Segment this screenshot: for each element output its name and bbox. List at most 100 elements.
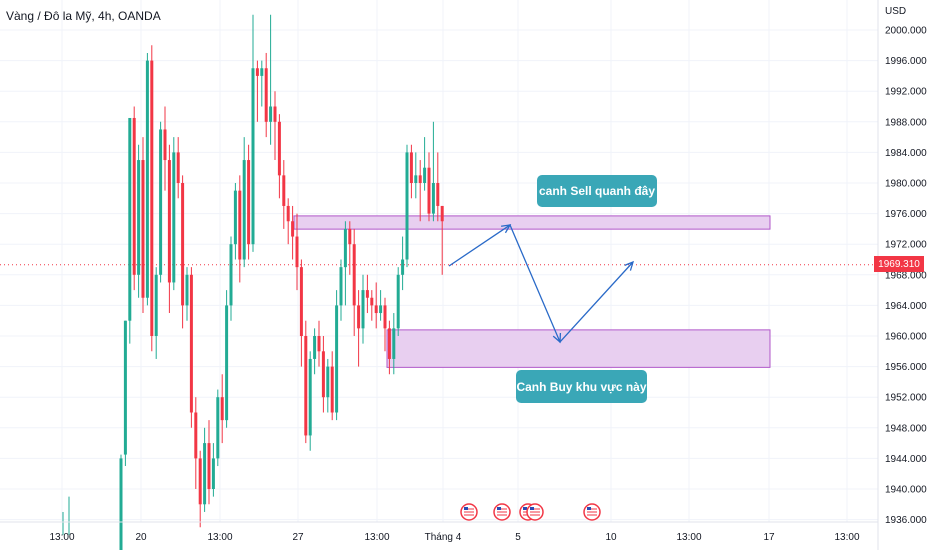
time-tick-label: 5 (515, 532, 521, 543)
arrow-head-up-2 (624, 260, 635, 271)
candle-body (436, 183, 440, 206)
candle-body (313, 336, 317, 359)
candle (295, 213, 299, 291)
price-tick-label: 1984.000 (885, 148, 927, 159)
buy-annotation[interactable]: Canh Buy khu vực này (516, 370, 647, 403)
candle-body (427, 167, 431, 214)
candle-body (216, 397, 220, 459)
sell-zone (293, 215, 771, 230)
candle-body (181, 183, 185, 306)
candle (203, 427, 207, 512)
candle-body (229, 244, 233, 306)
candle-body (291, 221, 295, 237)
time-axis[interactable]: 13:00 20 13:00 27 13:00 Tháng 4 5 10 13:00 17 13:0… (0, 521, 878, 543)
candle-body (343, 228, 347, 268)
candle-body (255, 68, 259, 76)
candle-body (159, 129, 163, 275)
price-tick-label: 2000.000 (885, 26, 927, 37)
price-axis[interactable]: 2000.000 1996.000 1992.000 1988.000 1984.000… (877, 0, 932, 550)
candle-body (330, 366, 334, 413)
chart-grid (0, 0, 878, 522)
currency-label: USD (885, 6, 907, 17)
candle (269, 14, 273, 145)
candle-body (273, 106, 277, 122)
candle-body (247, 160, 251, 245)
price-tick-label: 1976.000 (885, 209, 927, 220)
candle (321, 336, 325, 413)
candle (128, 117, 132, 344)
candle-body (154, 274, 158, 336)
candle-body (207, 443, 211, 489)
candle-body (137, 160, 141, 275)
candle (313, 328, 317, 375)
candle (326, 358, 330, 413)
candle (361, 274, 365, 344)
candle-body (194, 412, 198, 459)
candle-body (141, 160, 145, 298)
candle (383, 297, 387, 352)
candle (264, 52, 268, 138)
candle-body (163, 129, 167, 161)
candle-body (277, 121, 281, 176)
candle (335, 290, 339, 421)
candle (216, 389, 220, 467)
us-event-icon[interactable] (526, 503, 544, 521)
candle-body (396, 274, 400, 329)
arrow-head-down (552, 332, 562, 344)
price-tick-label: 1948.000 (885, 423, 927, 434)
candle-body (339, 267, 343, 306)
candle-body (295, 236, 299, 268)
current-price-tag: 1969.310 (874, 256, 924, 272)
price-tick-label: 1956.000 (885, 362, 927, 373)
candle (379, 290, 383, 321)
sell-annotation[interactable]: canh Sell quanh đây (537, 175, 657, 207)
candle (189, 267, 193, 428)
candle-body (123, 320, 127, 455)
price-tick-label: 1968.000 (885, 270, 927, 281)
candle (370, 290, 374, 321)
time-tick-label: 10 (605, 532, 617, 543)
candle-body (440, 205, 444, 222)
time-tick-label: 13:00 (49, 532, 74, 543)
candle-body (405, 152, 409, 260)
candle (282, 160, 286, 229)
candle (260, 60, 264, 107)
time-tick-label: 20 (135, 532, 147, 543)
flag-canton (530, 507, 534, 510)
projection-path (448, 224, 634, 344)
time-tick-label: 13:00 (834, 532, 859, 543)
economic-events[interactable] (460, 503, 601, 521)
candle (163, 106, 167, 191)
price-tick-label: 1992.000 (885, 87, 927, 98)
candle-body (401, 259, 405, 275)
us-event-icon[interactable] (493, 503, 511, 521)
candle (145, 52, 149, 306)
candle-body (238, 190, 242, 260)
us-event-icon[interactable] (460, 503, 478, 521)
candle-body (365, 290, 369, 298)
candle (273, 91, 277, 161)
candle-body (145, 60, 149, 298)
price-tick-label: 1960.000 (885, 332, 927, 343)
candle (220, 374, 224, 444)
candle (255, 60, 259, 122)
candle-body (299, 267, 303, 336)
candle-body (383, 305, 387, 329)
candle-body (185, 274, 189, 306)
candle (198, 450, 202, 528)
candle-body (387, 328, 391, 359)
candle-body (260, 68, 264, 76)
flag-canton (497, 507, 501, 510)
candle-body (264, 68, 268, 122)
candle (396, 267, 400, 336)
candle (348, 221, 352, 275)
candle (194, 397, 198, 489)
arrow-head-up-1 (500, 224, 512, 234)
candle-body (379, 305, 383, 314)
candle (132, 106, 136, 291)
time-tick-label: 13:00 (676, 532, 701, 543)
candle-body (172, 152, 176, 283)
us-event-icon[interactable] (583, 503, 601, 521)
candle-body (414, 175, 418, 183)
